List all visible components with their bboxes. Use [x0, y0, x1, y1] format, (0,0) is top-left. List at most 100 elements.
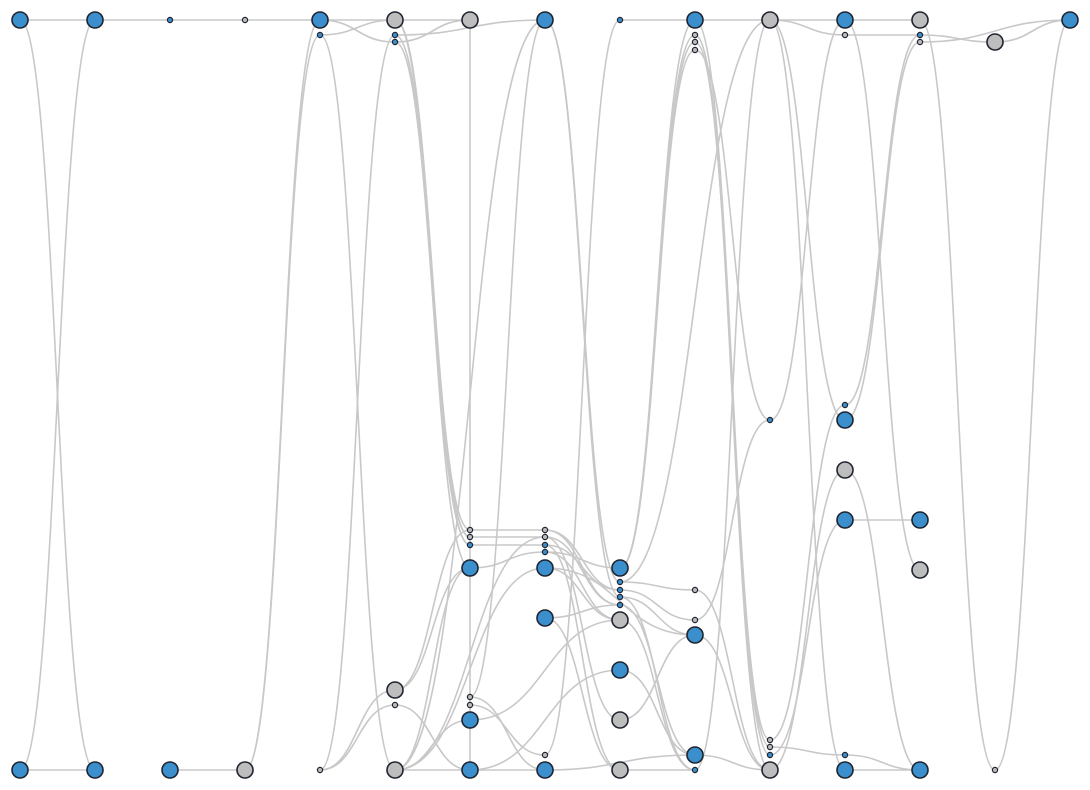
node-primary-large-n8[interactable]	[311, 11, 329, 29]
link-n48-n55	[694, 49, 771, 421]
node-primary-small-n39[interactable]	[616, 593, 624, 601]
link-n58-n65	[769, 519, 846, 756]
node-primary-large-n26[interactable]	[536, 11, 554, 29]
link-n21-n30	[469, 551, 546, 569]
node-secondary-small-n49[interactable]	[691, 586, 699, 594]
link-n63-n70	[844, 41, 921, 421]
node-secondary-large-n64[interactable]	[836, 461, 854, 479]
link-n25-n42	[469, 669, 621, 771]
link-n13-n20	[394, 41, 471, 546]
link-n16-n21	[394, 567, 471, 771]
link-n31-n41	[544, 567, 621, 621]
nodes-layer	[11, 11, 1079, 779]
node-primary-large-n3[interactable]	[86, 761, 104, 779]
node-secondary-large-n14[interactable]	[386, 681, 404, 699]
link-n22-n34	[469, 696, 546, 771]
node-primary-large-n52[interactable]	[686, 746, 704, 764]
node-secondary-small-n23[interactable]	[466, 701, 474, 709]
node-secondary-small-n75[interactable]	[991, 766, 999, 774]
node-primary-small-n30[interactable]	[541, 548, 549, 556]
node-secondary-large-n17[interactable]	[461, 11, 479, 29]
node-primary-small-n20[interactable]	[466, 541, 474, 549]
node-secondary-small-n19[interactable]	[466, 533, 474, 541]
link-n23-n33	[469, 704, 546, 756]
link-n28-n43	[544, 536, 621, 721]
node-secondary-small-n27[interactable]	[541, 526, 549, 534]
node-primary-small-n58[interactable]	[766, 751, 774, 759]
node-secondary-small-n10[interactable]	[316, 766, 324, 774]
link-n10-n15	[319, 704, 396, 771]
node-secondary-large-n41[interactable]	[611, 611, 629, 629]
node-primary-large-n32[interactable]	[536, 609, 554, 627]
node-primary-small-n12[interactable]	[391, 31, 399, 39]
node-secondary-large-n44[interactable]	[611, 761, 629, 779]
node-primary-small-n37[interactable]	[616, 578, 624, 586]
node-primary-small-n53[interactable]	[691, 766, 699, 774]
node-primary-large-n36[interactable]	[611, 559, 629, 577]
node-primary-large-n51[interactable]	[686, 626, 704, 644]
link-n22-n26	[469, 19, 546, 698]
node-primary-small-n62[interactable]	[841, 401, 849, 409]
node-secondary-large-n16[interactable]	[386, 761, 404, 779]
node-primary-small-n35[interactable]	[616, 16, 624, 24]
node-primary-large-n76[interactable]	[1061, 11, 1079, 29]
node-primary-small-n66[interactable]	[841, 751, 849, 759]
node-primary-large-n63[interactable]	[836, 411, 854, 429]
node-secondary-large-n43[interactable]	[611, 711, 629, 729]
node-secondary-large-n54[interactable]	[761, 11, 779, 29]
node-secondary-small-n70[interactable]	[916, 38, 924, 46]
node-secondary-large-n74[interactable]	[986, 33, 1004, 51]
node-primary-large-n65[interactable]	[836, 511, 854, 529]
node-primary-large-n1[interactable]	[11, 761, 29, 779]
node-secondary-large-n59[interactable]	[761, 761, 779, 779]
node-secondary-small-n56[interactable]	[766, 736, 774, 744]
link-n70-n76	[919, 19, 1071, 43]
node-primary-small-n13[interactable]	[391, 38, 399, 46]
node-primary-large-n2[interactable]	[86, 11, 104, 29]
link-n30-n36	[544, 551, 621, 569]
node-primary-small-n40[interactable]	[616, 601, 624, 609]
node-secondary-large-n11[interactable]	[386, 11, 404, 29]
node-primary-large-n45[interactable]	[686, 11, 704, 29]
node-primary-large-n71[interactable]	[911, 511, 929, 529]
node-secondary-small-n33[interactable]	[541, 751, 549, 759]
node-secondary-large-n68[interactable]	[911, 11, 929, 29]
node-primary-large-n34[interactable]	[536, 761, 554, 779]
link-n49-n59	[694, 589, 771, 771]
node-primary-large-n67[interactable]	[836, 761, 854, 779]
node-secondary-small-n18[interactable]	[466, 526, 474, 534]
node-secondary-small-n6[interactable]	[241, 16, 249, 24]
node-primary-small-n38[interactable]	[616, 586, 624, 594]
node-primary-large-n31[interactable]	[536, 559, 554, 577]
link-n38-n50	[619, 589, 696, 621]
node-primary-small-n55[interactable]	[766, 416, 774, 424]
node-secondary-small-n15[interactable]	[391, 701, 399, 709]
node-secondary-small-n46[interactable]	[691, 31, 699, 39]
node-secondary-small-n57[interactable]	[766, 743, 774, 751]
node-secondary-large-n72[interactable]	[911, 561, 929, 579]
node-primary-large-n24[interactable]	[461, 711, 479, 729]
node-secondary-small-n50[interactable]	[691, 616, 699, 624]
node-primary-large-n5[interactable]	[161, 761, 179, 779]
node-secondary-small-n47[interactable]	[691, 38, 699, 46]
node-primary-large-n21[interactable]	[461, 559, 479, 577]
node-secondary-small-n22[interactable]	[466, 693, 474, 701]
link-n28-n40	[544, 536, 621, 606]
node-primary-large-n73[interactable]	[911, 761, 929, 779]
node-secondary-large-n7[interactable]	[236, 761, 254, 779]
node-primary-large-n25[interactable]	[461, 761, 479, 779]
node-primary-large-n0[interactable]	[11, 11, 29, 29]
links-layer	[19, 19, 1071, 771]
node-primary-large-n60[interactable]	[836, 11, 854, 29]
link-n10-n14	[319, 689, 396, 771]
link-n31-n51	[544, 567, 696, 636]
link-n39-n51	[619, 596, 696, 636]
node-secondary-small-n61[interactable]	[841, 31, 849, 39]
node-primary-small-n4[interactable]	[166, 16, 174, 24]
node-secondary-small-n28[interactable]	[541, 533, 549, 541]
node-secondary-small-n48[interactable]	[691, 46, 699, 54]
node-primary-large-n42[interactable]	[611, 661, 629, 679]
node-primary-small-n9[interactable]	[316, 31, 324, 39]
node-primary-small-n69[interactable]	[916, 31, 924, 39]
node-primary-small-n29[interactable]	[541, 541, 549, 549]
